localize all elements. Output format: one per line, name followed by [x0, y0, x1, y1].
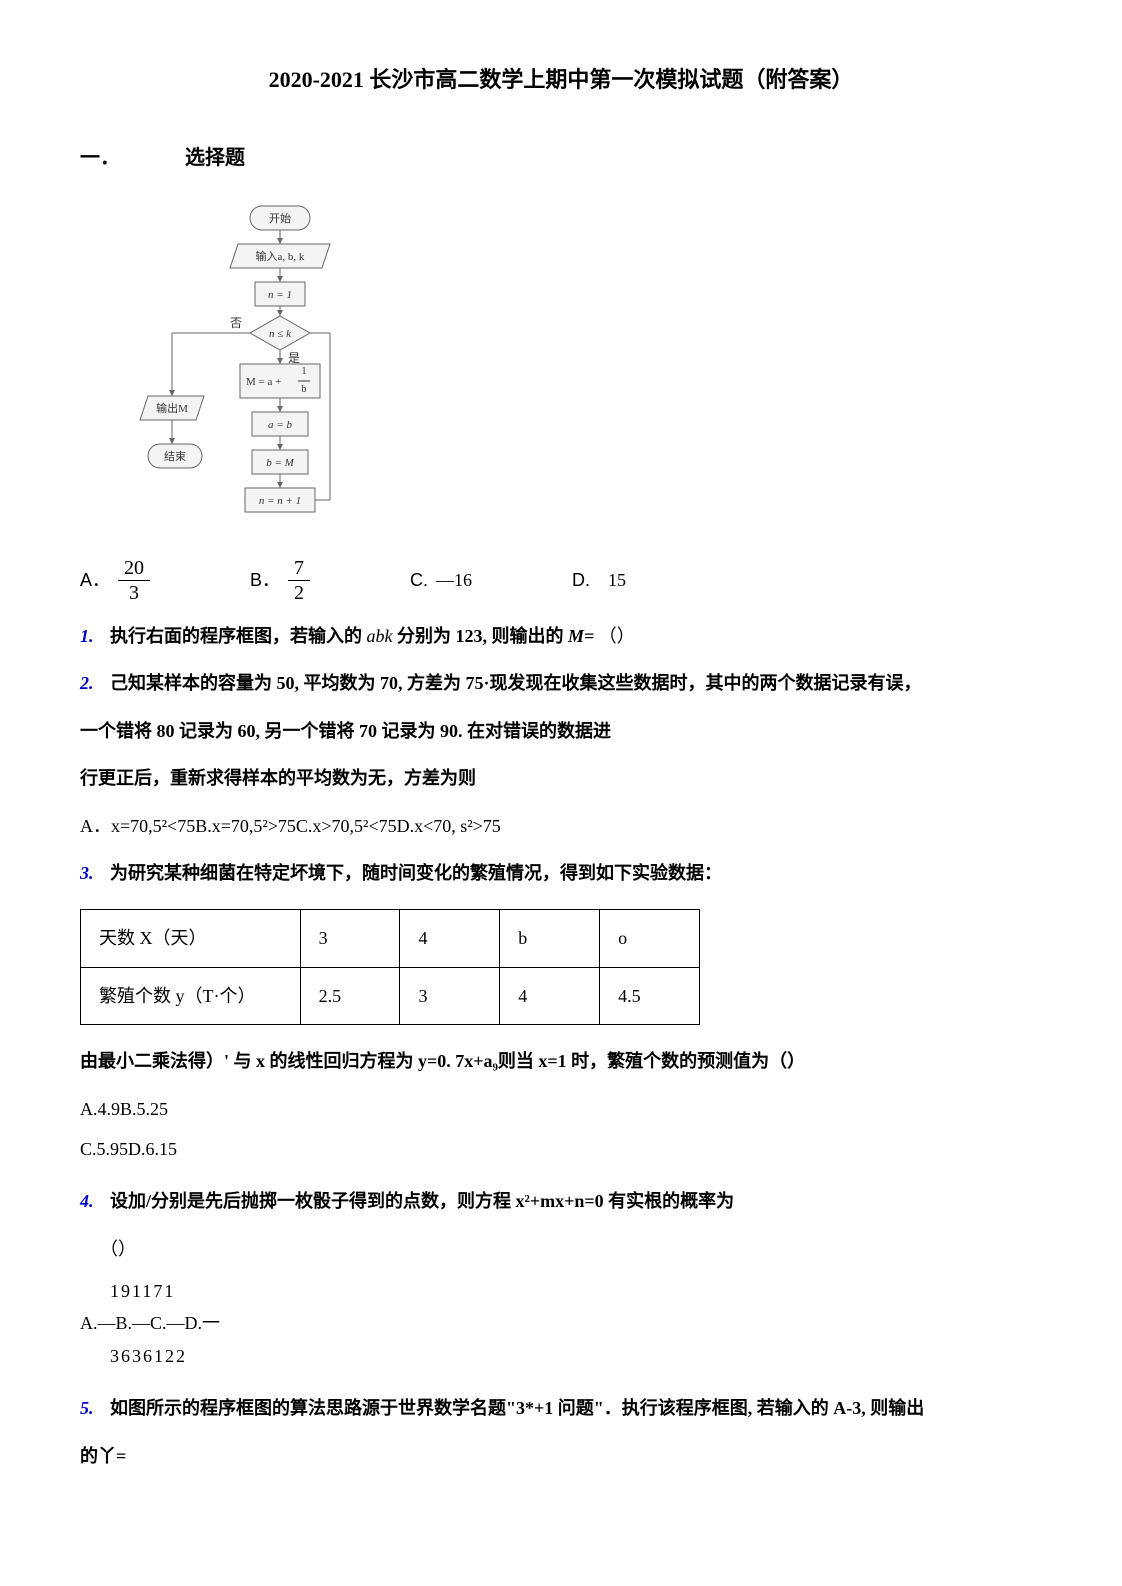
q2-line1a: 己知某样本的容量为 50, 平均数为 70, 方差为 75·现发现在收集这些数据… [110, 673, 922, 693]
option-a: A． 20 3 [80, 556, 150, 605]
question-3: 3. 为研究某种细菌在特定坏境下，随时间变化的繁殖情况，得到如下实验数据： [80, 857, 1042, 889]
td-3: 4 [500, 967, 600, 1024]
option-d-label: D. [572, 564, 590, 596]
q5-num: 5. [80, 1398, 94, 1418]
q4-text: 设加/分别是先后抛掷一枚骰子得到的点数，则方程 x²+mx+n=0 有实根的概率… [110, 1191, 734, 1211]
data-table: 天数 X（天） 3 4 b o 繁殖个数 y（T·个） 2.5 3 4 4.5 [80, 909, 700, 1025]
th-3: b [500, 910, 600, 967]
svg-text:开始: 开始 [269, 211, 291, 225]
q4-fractions: 191171 A.—B.—C.—D.一 3636122 [110, 1275, 1042, 1372]
opt-b-top: 7 [288, 556, 310, 581]
svg-text:b = M: b = M [266, 457, 294, 469]
q1-num: 1. [80, 626, 94, 646]
option-c-label: C. [410, 564, 428, 596]
q2-line2: 行更正后，重新求得样本的平均数为无，方差为则 [80, 762, 1042, 794]
q4-num: 4. [80, 1191, 94, 1211]
svg-text:输出M: 输出M [156, 401, 188, 415]
question-5: 5. 如图所示的程序框图的算法思路源于世界数学名题"3*+1 问题"．执行该程序… [80, 1392, 1042, 1424]
q3b-line2: A.4.9B.5.25 [80, 1093, 1042, 1125]
section-header: 一． 选择题 [80, 140, 1042, 176]
option-b-label: B． [250, 564, 280, 596]
td-2: 3 [400, 967, 500, 1024]
opt-c-prefix: — [436, 564, 454, 596]
svg-text:输入a, b, k: 输入a, b, k [256, 249, 305, 263]
q1-var2: M= [568, 626, 594, 646]
q1-options: A． 20 3 B． 7 2 C. — 16 D. 15 [80, 556, 1042, 605]
q1-var: abk [367, 626, 393, 646]
svg-text:M = a +: M = a + [246, 376, 281, 388]
q2-line1b: 一个错将 80 记录为 60, 另一个错将 70 记录为 90. 在对错误的数据… [80, 715, 1042, 747]
opt-d-text: 15 [608, 564, 626, 596]
option-a-label: A． [80, 564, 110, 596]
option-b: B． 7 2 [250, 556, 310, 605]
svg-text:n = 1: n = 1 [268, 289, 292, 301]
svg-text:否: 否 [230, 316, 242, 330]
svg-text:n ≤ k: n ≤ k [269, 328, 292, 340]
q3b-line3: C.5.95D.6.15 [80, 1133, 1042, 1165]
opt-a-bot: 3 [123, 581, 145, 605]
q5-line2: 的丫= [80, 1440, 1042, 1472]
th-2: 4 [400, 910, 500, 967]
th-4: o [600, 910, 700, 967]
flowchart: 否是 开始输入a, b, k n = 1 n ≤ k M = a + 1 b 输出M a = b… [120, 196, 1042, 536]
svg-text:b: b [302, 384, 307, 395]
q5-line1: 如图所示的程序框图的算法思路源于世界数学名题"3*+1 问题"．执行该程序框图,… [110, 1398, 924, 1418]
q2-options: A．x=70,5²<75B.x=70,5²>75C.x>70,5²<75D.x<… [80, 810, 1042, 842]
th-1: 3 [300, 910, 400, 967]
svg-text:n = n + 1: n = n + 1 [259, 495, 301, 507]
flowchart-svg: 否是 开始输入a, b, k n = 1 n ≤ k M = a + 1 b 输出M a = b… [120, 196, 380, 526]
td-0: 繁殖个数 y（T·个） [81, 967, 301, 1024]
section-num: 一． [80, 147, 120, 169]
q4-frac-bot: 3636122 [110, 1340, 1042, 1372]
svg-text:结束: 结束 [164, 450, 186, 463]
question-2: 2. 己知某样本的容量为 50, 平均数为 70, 方差为 75·现发现在收集这… [80, 667, 1042, 699]
opt-c-text: 16 [454, 564, 472, 596]
opt-b-bot: 2 [288, 581, 310, 605]
q2-num: 2. [80, 673, 94, 693]
q1-text3: （） [599, 626, 635, 646]
option-c: C. — 16 [410, 564, 472, 596]
page-title: 2020-2021 长沙市高二数学上期中第一次模拟试题（附答案） [80, 60, 1042, 100]
td-1: 2.5 [300, 967, 400, 1024]
td-4: 4.5 [600, 967, 700, 1024]
q3-num: 3. [80, 863, 94, 883]
svg-text:1: 1 [302, 366, 307, 377]
q3b-line1: 由最小二乘法得）' 与 x 的线性回归方程为 y=0. 7x+a₉则当 x=1 … [80, 1045, 1042, 1077]
option-d: D. 15 [572, 564, 626, 596]
table-row: 繁殖个数 y（T·个） 2.5 3 4 4.5 [81, 967, 700, 1024]
q1-text: 执行右面的程序框图，若输入的 [110, 626, 367, 646]
section-label: 选择题 [185, 147, 245, 169]
question-4: 4. 设加/分别是先后抛掷一枚骰子得到的点数，则方程 x²+mx+n=0 有实根… [80, 1185, 1042, 1217]
q4-frac-line: A.—B.—C.—D.一 [80, 1307, 1042, 1339]
svg-text:是: 是 [288, 351, 300, 365]
q4-frac-top: 191171 [110, 1275, 1042, 1307]
q1-text2: 分别为 123, 则输出的 [397, 626, 568, 646]
table-header-row: 天数 X（天） 3 4 b o [81, 910, 700, 967]
q4-paren: （） [100, 1233, 1042, 1265]
opt-a-top: 20 [118, 556, 150, 581]
th-0: 天数 X（天） [81, 910, 301, 967]
question-1: 1. 执行右面的程序框图，若输入的 abk 分别为 123, 则输出的 M= （… [80, 620, 1042, 652]
svg-text:a = b: a = b [268, 419, 292, 431]
q3-text: 为研究某种细菌在特定坏境下，随时间变化的繁殖情况，得到如下实验数据： [110, 863, 722, 883]
